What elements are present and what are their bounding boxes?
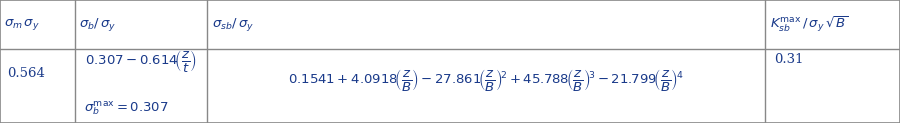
Text: $\sigma_b/\,\sigma_y$: $\sigma_b/\,\sigma_y$ <box>79 16 116 33</box>
Text: $\sigma_b^{\mathrm{max}} = 0.307$: $\sigma_b^{\mathrm{max}} = 0.307$ <box>84 99 168 117</box>
Text: $0.1541 + 4.0918\!\left(\dfrac{z}{B}\right) - 27.861\!\left(\dfrac{z}{B}\right)^: $0.1541 + 4.0918\!\left(\dfrac{z}{B}\rig… <box>288 67 684 93</box>
Text: $\sigma_m\,\sigma_y$: $\sigma_m\,\sigma_y$ <box>4 17 40 32</box>
Text: $\sigma_{sb}/\,\sigma_y$: $\sigma_{sb}/\,\sigma_y$ <box>212 16 254 33</box>
Text: $K_{sb}^{\mathrm{max}}\,/\,\sigma_y\,\sqrt{B}$: $K_{sb}^{\mathrm{max}}\,/\,\sigma_y\,\sq… <box>770 15 848 34</box>
Text: $0.307 - 0.614\!\left(\dfrac{z}{t}\right)$: $0.307 - 0.614\!\left(\dfrac{z}{t}\right… <box>85 48 197 75</box>
Text: 0.31: 0.31 <box>774 53 804 66</box>
Text: 0.564: 0.564 <box>7 67 45 80</box>
